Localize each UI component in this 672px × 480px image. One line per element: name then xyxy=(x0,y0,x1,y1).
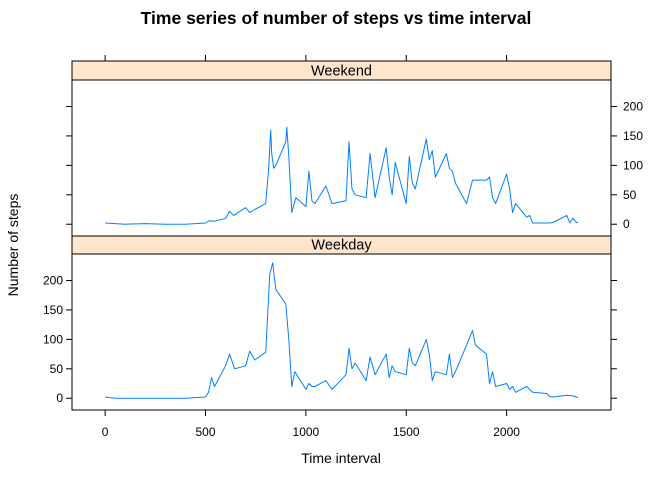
y-tick-label: 0 xyxy=(56,391,63,405)
y-tick-label: 100 xyxy=(43,332,63,346)
y-tick-label: 50 xyxy=(50,362,64,376)
y-tick-label: 150 xyxy=(623,129,643,143)
panel-frame-weekday xyxy=(71,253,612,411)
y-tick-label: 0 xyxy=(623,217,630,231)
x-tick-label: 1500 xyxy=(393,425,420,439)
strip-label-weekday: Weekday xyxy=(311,238,372,254)
x-axis-label: Time interval xyxy=(301,450,381,466)
series-line-weekday xyxy=(105,262,579,399)
y-axis-label: Number of steps xyxy=(5,194,21,297)
chart-title: Time series of number of steps vs time i… xyxy=(141,8,532,28)
y-tick-label: 200 xyxy=(43,273,63,287)
x-tick-label: 0 xyxy=(102,425,109,439)
y-tick-label: 200 xyxy=(623,99,643,113)
panel-frame-weekend xyxy=(71,79,612,237)
y-tick-label: 150 xyxy=(43,303,63,317)
panel-weekday: Weekday 0 50 100 150 200 xyxy=(43,235,617,411)
panel-weekend: Weekend 0 50 100 150 200 xyxy=(66,60,643,237)
strip-label-weekend: Weekend xyxy=(311,64,372,80)
series-line-weekend xyxy=(105,126,579,225)
y-tick-label: 100 xyxy=(623,158,643,172)
x-tick-label: 2000 xyxy=(493,425,520,439)
x-tick-label: 1000 xyxy=(293,425,320,439)
y-tick-label: 50 xyxy=(623,188,637,202)
x-tick-label: 500 xyxy=(195,425,215,439)
